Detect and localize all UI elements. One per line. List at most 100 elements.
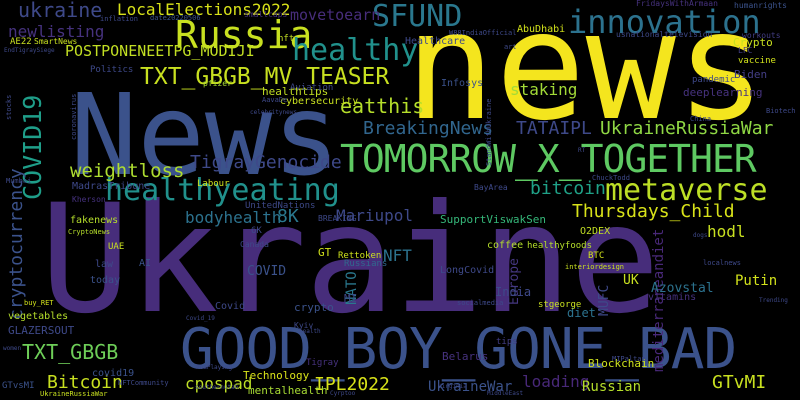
word: covid19 — [92, 368, 135, 379]
word: tips — [496, 337, 518, 347]
word: Cyrptoo — [330, 390, 356, 397]
word: Biotech — [766, 107, 796, 115]
word: loading — [522, 372, 590, 391]
word: MIPaltan — [612, 355, 646, 363]
word: Putin — [735, 273, 778, 289]
word: hodl — [707, 222, 746, 241]
word: SFUND — [372, 0, 463, 34]
word: GT — [318, 246, 332, 259]
word: MadrasTribune — [72, 181, 151, 192]
word: UK — [623, 273, 639, 288]
word: MiddleEast — [487, 390, 524, 397]
word: Canada — [240, 240, 269, 249]
word: diet — [567, 306, 596, 320]
word: usnationaltelevision — [616, 30, 713, 39]
word: TATAIPL — [516, 118, 592, 139]
word: Bitcoin — [47, 372, 123, 393]
word: eatthis — [340, 94, 425, 118]
word: smallcaps — [244, 10, 288, 19]
word: crypto — [294, 301, 334, 314]
word: BTC — [588, 251, 605, 261]
word: COVID — [247, 264, 287, 279]
word: LFC — [738, 46, 753, 55]
word: vaccine — [738, 56, 776, 66]
word: humanrights — [734, 1, 787, 10]
word: IPL2022 — [314, 374, 390, 395]
word: CryptoNews — [68, 228, 111, 236]
word: vitamins — [648, 292, 697, 303]
word: bitcoin — [530, 178, 606, 199]
word: Russians — [344, 259, 388, 269]
word: Politics — [90, 65, 134, 75]
word: Crypto — [733, 36, 773, 49]
word: healthyfoods — [527, 241, 593, 251]
word: Tigray — [306, 358, 339, 368]
word: nft — [278, 34, 295, 44]
word: China — [690, 115, 712, 123]
word: Belarus — [442, 350, 489, 363]
word: cybersecurity — [280, 96, 359, 107]
word: BREAKING — [318, 214, 357, 223]
word: fakenews — [70, 215, 119, 226]
word: Kherson — [72, 195, 106, 204]
word: law — [95, 259, 114, 270]
word: TOMORROW_X_TOGETHER — [340, 137, 757, 181]
word: AbuDhabi — [517, 24, 566, 35]
word: Blockchain — [588, 357, 655, 370]
word: News — [70, 71, 340, 201]
word: NFT — [383, 246, 412, 265]
word: ChuckTodd — [592, 174, 630, 182]
word: RT — [578, 147, 586, 154]
word: Biden — [734, 68, 768, 81]
word: NFTCommunity — [118, 379, 169, 387]
word: GTvsMI — [2, 381, 35, 391]
word: Infosys — [441, 78, 484, 89]
word: newlisting — [8, 22, 105, 41]
word: Labour — [197, 179, 230, 189]
word: SmartNews — [34, 37, 78, 46]
word: LocalElections2022 — [117, 0, 291, 19]
word: pandemic — [692, 75, 736, 85]
word: innovation — [568, 3, 761, 41]
word: women — [3, 345, 22, 352]
word: deeplearning — [683, 86, 763, 99]
word: Kyiv — [294, 321, 314, 330]
word: stocks — [5, 94, 13, 120]
word: cpospad — [185, 374, 253, 393]
word: BayArea — [474, 183, 508, 192]
word: Covid_19 — [186, 315, 215, 322]
word: cryptocurrency — [6, 168, 27, 320]
word: southernutah — [195, 384, 239, 391]
word: ukraine — [18, 0, 103, 22]
word: Mumbai — [6, 177, 32, 185]
word: coronavirus — [70, 93, 78, 140]
word: healthtips — [262, 85, 329, 98]
word: TigrayGenocide — [190, 152, 342, 173]
word: healthy — [292, 33, 419, 68]
word: AE22 — [10, 37, 32, 47]
word: GLAZERSOUT — [8, 324, 75, 337]
word: art — [504, 43, 517, 51]
word: today — [90, 275, 121, 286]
word: inflation — [100, 15, 138, 23]
word: Russian — [582, 379, 642, 395]
word: dogs — [693, 232, 708, 239]
word: health — [299, 328, 321, 335]
word: celebritynews — [250, 109, 297, 116]
word: POSTPONENEETPG_MODIJI — [65, 42, 255, 60]
word: BreakingNews — [363, 118, 494, 139]
word: EndTigraySiege — [4, 47, 55, 54]
word: interiordesign — [565, 263, 625, 271]
word: GOOD_BOY_GONE_BAD — [180, 317, 737, 382]
word: Mariupol — [336, 206, 414, 225]
word: Ukraine — [40, 173, 660, 347]
word: Covid — [215, 301, 246, 312]
word: Rettoken — [338, 251, 382, 261]
word: India — [495, 285, 532, 299]
word: localnews — [703, 259, 741, 267]
word: Healthcare — [405, 36, 466, 47]
word: news — [405, 0, 767, 154]
word: Virginia — [438, 383, 467, 390]
word: pfizer — [203, 79, 232, 88]
word: weightloss — [70, 160, 185, 182]
